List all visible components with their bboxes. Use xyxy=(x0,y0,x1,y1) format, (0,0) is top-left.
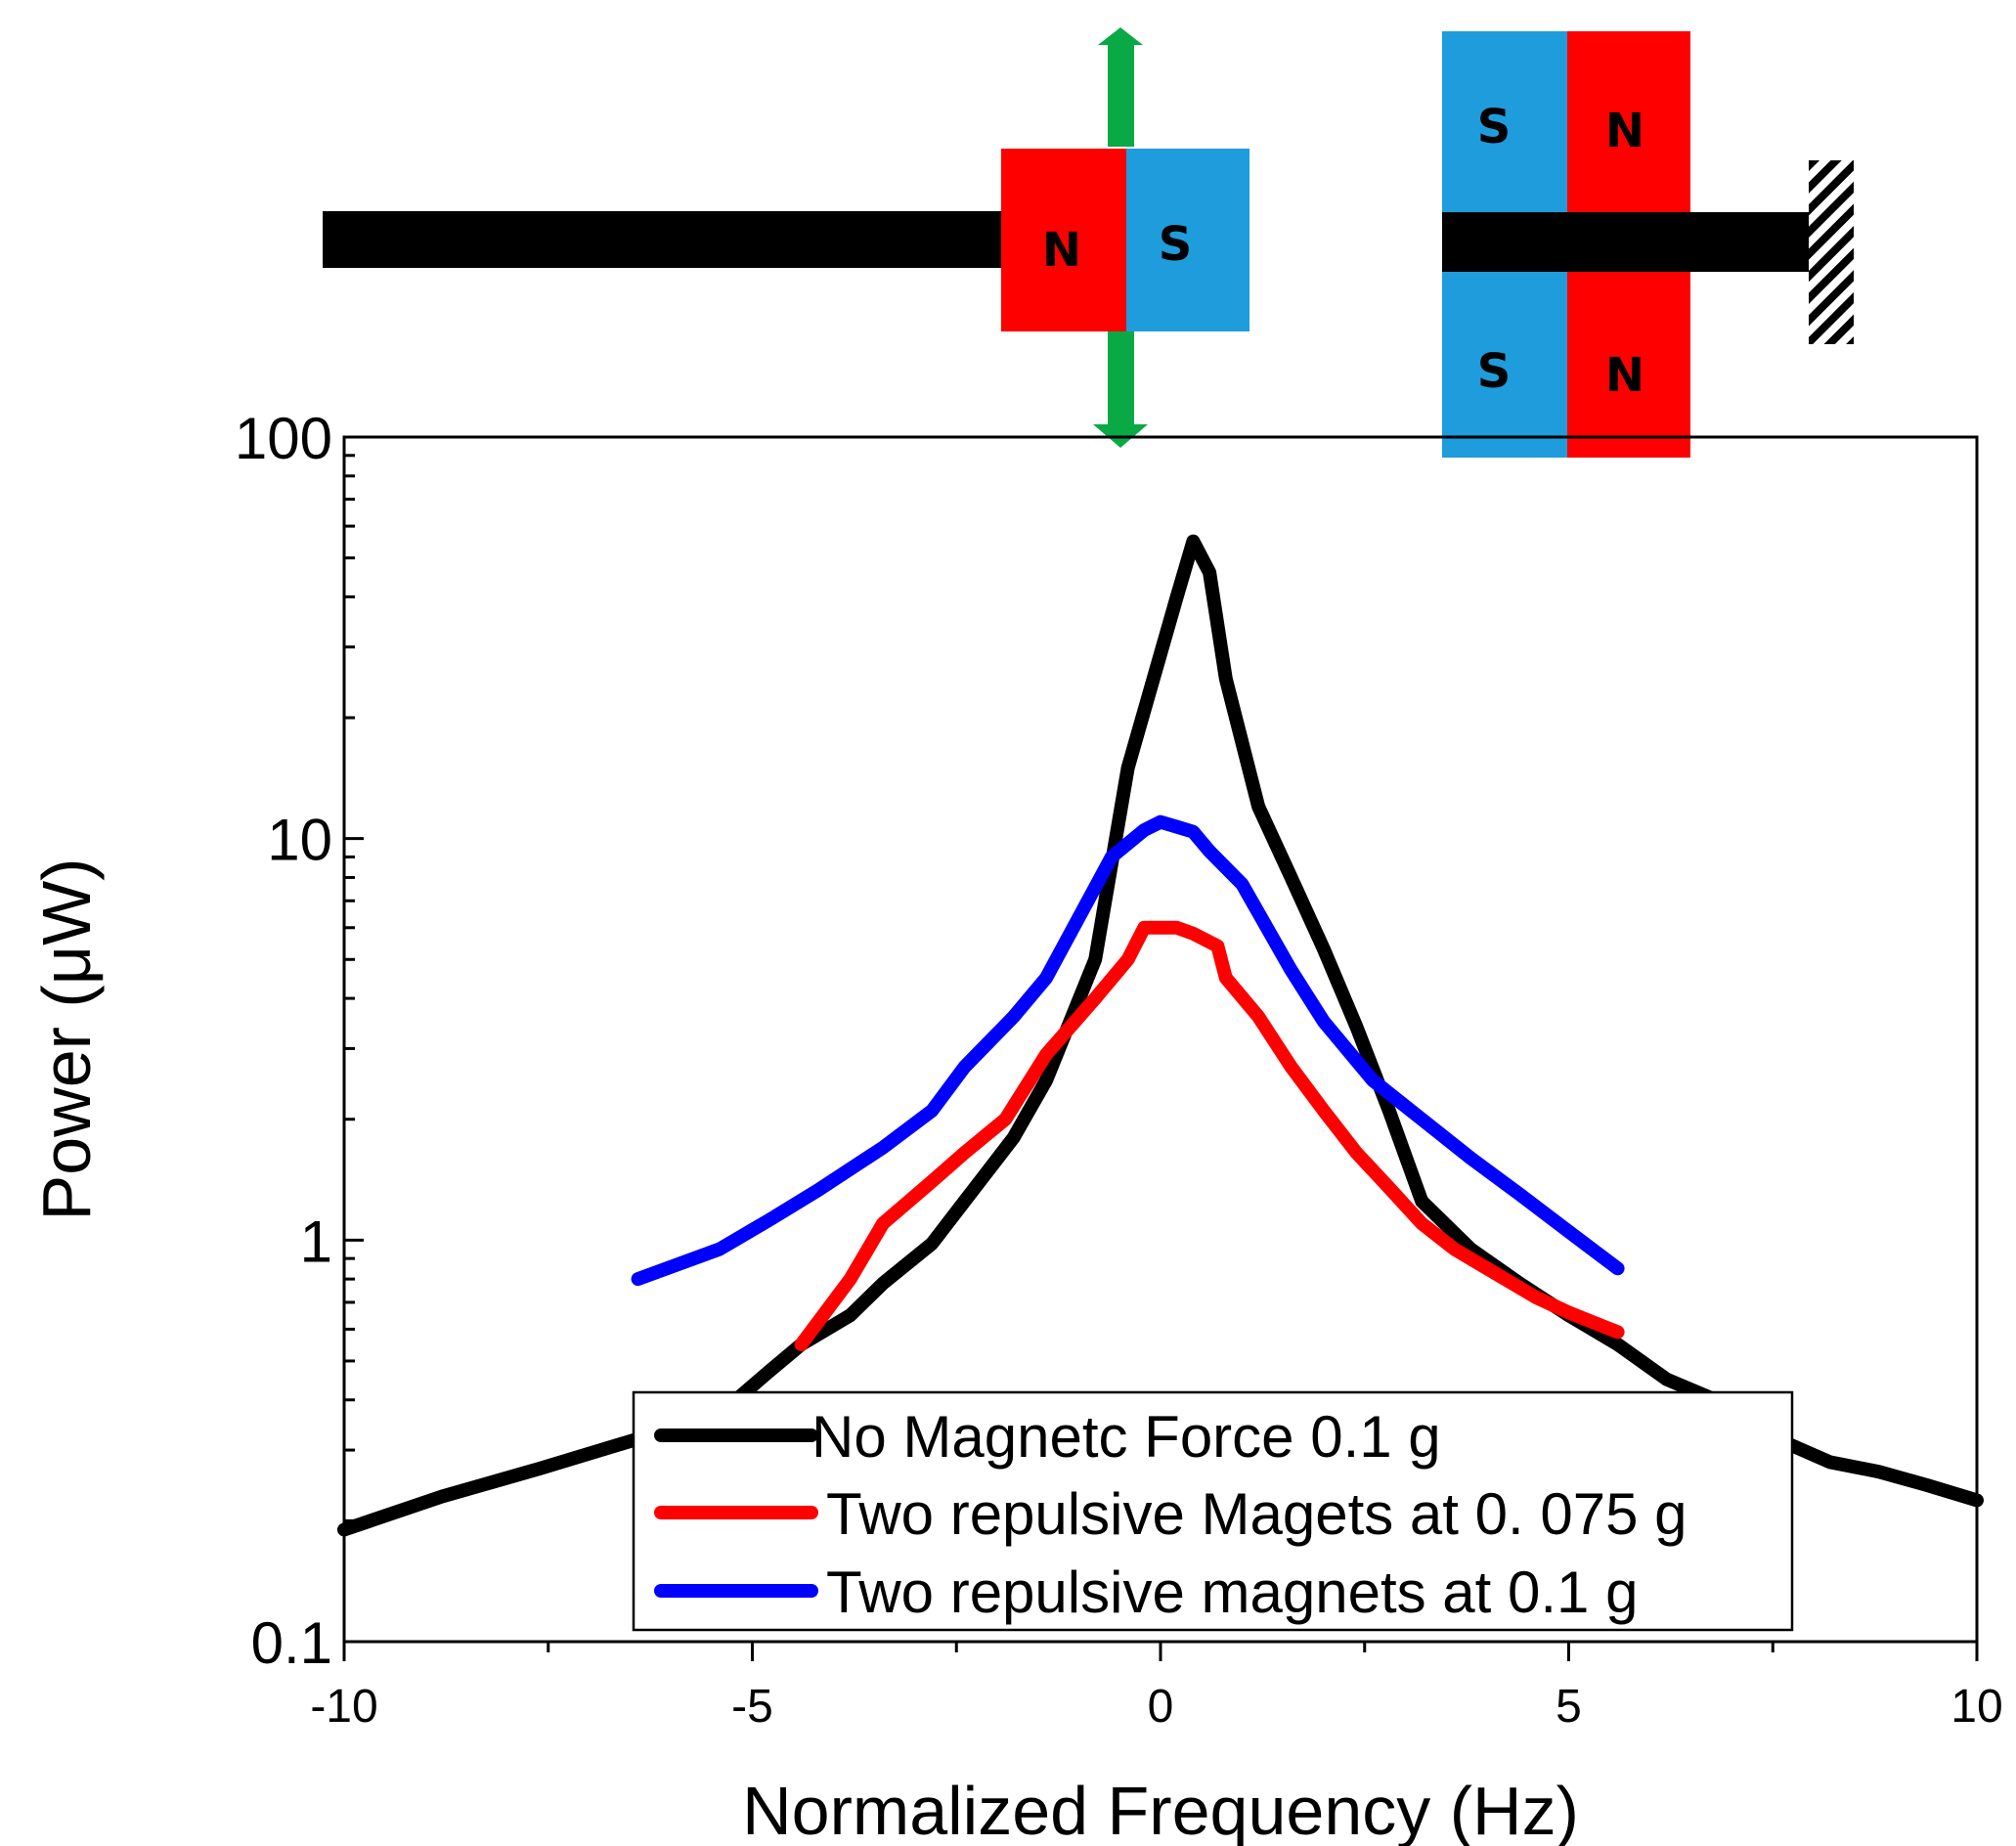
x-tick-label: -5 xyxy=(731,1681,773,1733)
tip-magnet-north xyxy=(1001,149,1126,331)
legend: No Magnetc Force 0.1 g Two repulsive Mag… xyxy=(632,1390,1794,1632)
axis-layer: -10 -5 0 5 10 0.1 1 10 100 xyxy=(235,406,2003,1733)
x-tick-label: 5 xyxy=(1556,1681,1582,1733)
series-layer xyxy=(337,534,1984,1537)
x-tick-label: 0 xyxy=(1148,1681,1174,1733)
x-tick-label: 10 xyxy=(1950,1681,2002,1733)
plot-area: -10 -5 0 5 10 0.1 1 10 100 xyxy=(235,406,2003,1733)
top-magnet-south xyxy=(1442,31,1567,212)
y-tick-label: 10 xyxy=(267,808,332,873)
x-tick-label: -10 xyxy=(310,1681,377,1733)
schematic-diagram: N S S N S N xyxy=(323,27,1854,458)
x-axis-title: Normalized Frequency (Hz) xyxy=(742,1773,1579,1846)
y-tick-label: 100 xyxy=(235,406,332,471)
top-magnet-north xyxy=(1567,31,1690,212)
top-magnet-south-label: S xyxy=(1477,100,1512,154)
vibration-arrow-icon xyxy=(1093,27,1148,448)
tip-magnet-south-label: S xyxy=(1159,217,1193,272)
series-line-1 xyxy=(794,920,1625,1351)
y-tick-label: 1 xyxy=(300,1209,332,1274)
legend-label-repulsive-01: Two repulsive magnets at 0.1 g xyxy=(826,1560,1638,1625)
cantilever-beam xyxy=(323,211,1007,268)
fixed-magnets: S N S N xyxy=(1442,31,1854,458)
bottom-magnet-south-label: S xyxy=(1477,344,1512,399)
bottom-magnet-north-label: N xyxy=(1605,348,1644,403)
tip-magnet-north-label: N xyxy=(1042,223,1081,278)
top-magnet-north-label: N xyxy=(1605,104,1644,158)
series-line-2 xyxy=(631,814,1625,1287)
tip-magnet-south xyxy=(1126,149,1249,331)
fixed-beam xyxy=(1442,212,1809,272)
legend-box xyxy=(632,1390,1794,1632)
y-axis-title: Power (μW) xyxy=(28,858,105,1221)
tip-magnet: N S xyxy=(1001,149,1249,331)
bottom-magnet-south xyxy=(1442,272,1567,458)
bottom-magnet-north xyxy=(1567,272,1690,458)
legend-label-repulsive-075: Two repulsive Magets at 0. 075 g xyxy=(826,1481,1687,1547)
y-tick-label: 0.1 xyxy=(251,1610,332,1676)
series-line-0 xyxy=(337,534,1984,1537)
wall-clamp-icon xyxy=(1809,160,1854,344)
legend-label-no-magnet: No Magnetc Force 0.1 g xyxy=(811,1404,1441,1470)
